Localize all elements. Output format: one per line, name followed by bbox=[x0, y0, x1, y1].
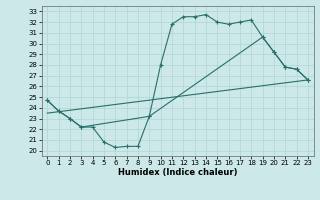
X-axis label: Humidex (Indice chaleur): Humidex (Indice chaleur) bbox=[118, 168, 237, 177]
